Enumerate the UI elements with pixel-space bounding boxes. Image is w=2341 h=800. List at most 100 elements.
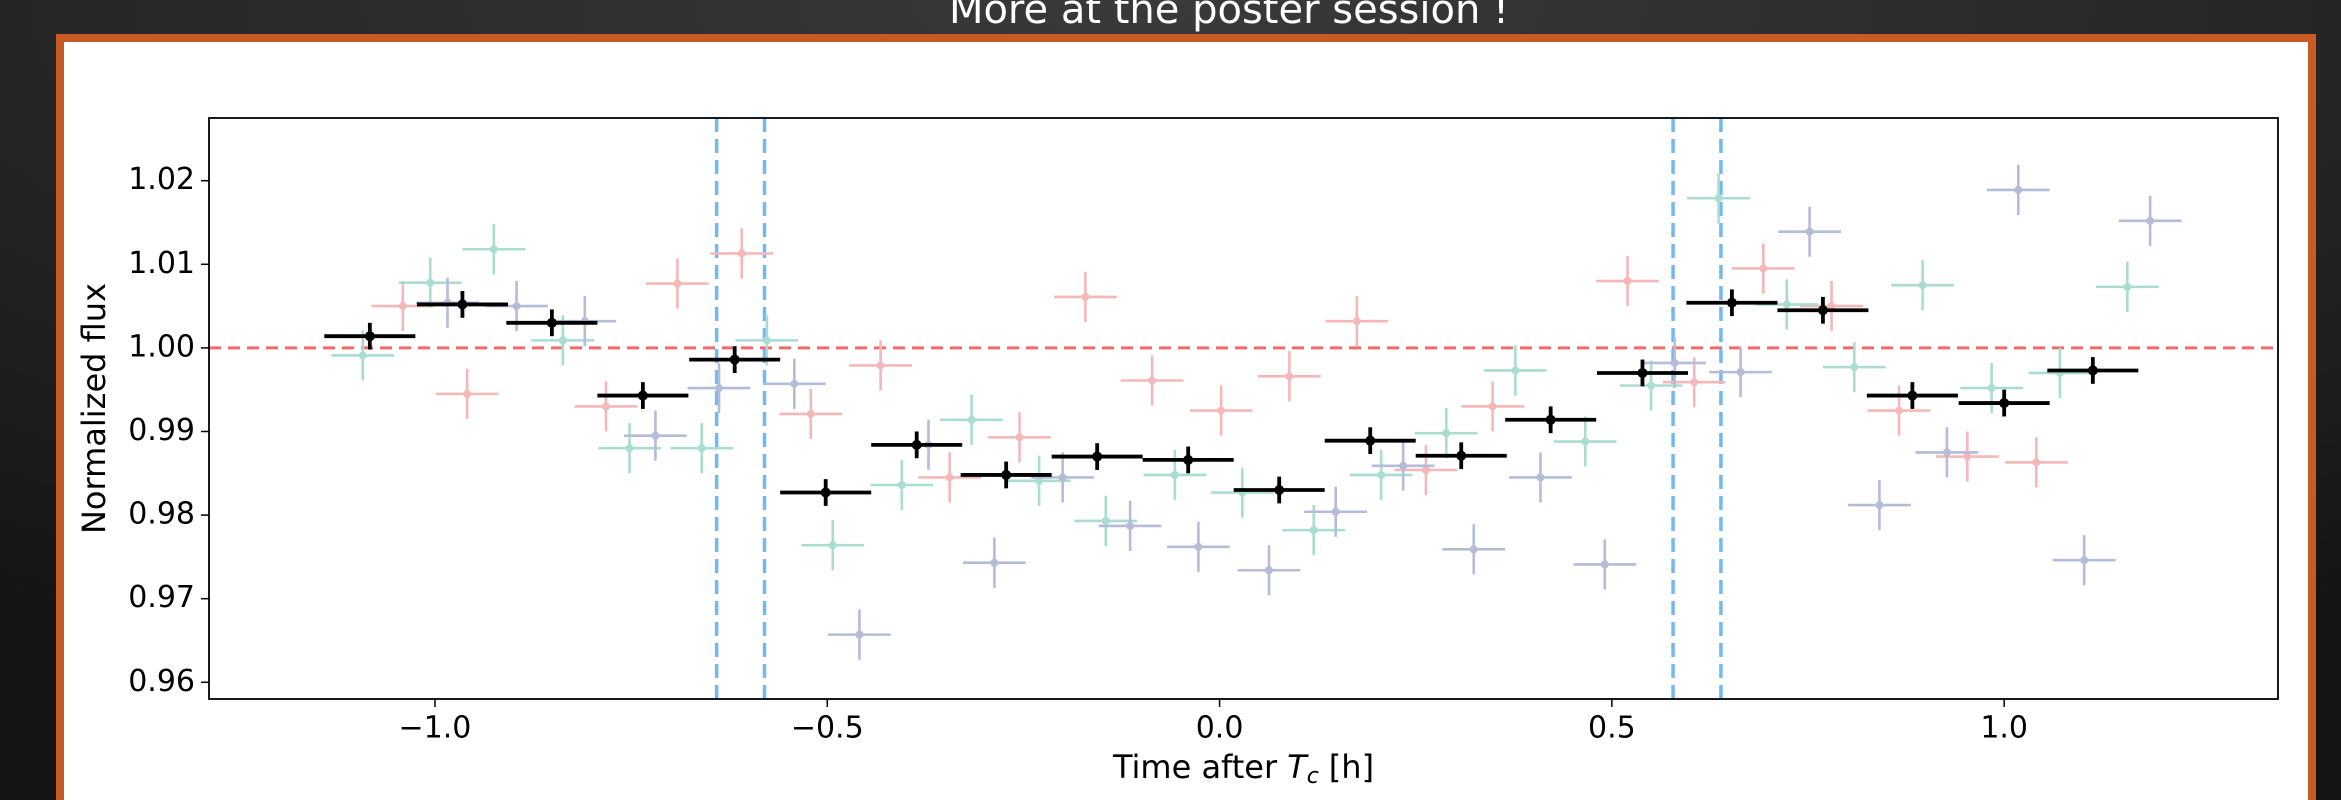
data-point (1331, 507, 1340, 516)
data-point (1469, 545, 1478, 554)
data-point (714, 384, 723, 393)
data-point (1285, 372, 1294, 381)
data-point (1536, 473, 1545, 482)
data-point (945, 473, 954, 482)
data-point (967, 415, 976, 424)
data-point (637, 390, 648, 401)
x-tick-label: −0.5 (791, 711, 864, 746)
data-point (489, 245, 498, 254)
data-point (1942, 448, 1951, 457)
data-point (1148, 376, 1157, 385)
data-point (897, 480, 906, 489)
data-point (1895, 406, 1904, 415)
data-point (398, 302, 407, 311)
data-point (1827, 302, 1836, 311)
data-point (911, 439, 922, 450)
data-point (1377, 470, 1386, 479)
data-point (1001, 469, 1012, 480)
data-point (1805, 227, 1814, 236)
data-point (1670, 358, 1679, 367)
data-point (651, 431, 660, 440)
data-point (1637, 367, 1648, 378)
x-tick-label: 0.0 (1196, 711, 1244, 746)
data-point (1647, 381, 1656, 390)
data-point (2146, 216, 2155, 225)
y-tick-label: 1.01 (128, 246, 195, 281)
data-point (1194, 542, 1203, 551)
x-axis-label-part: c (1307, 764, 1319, 789)
data-point (1035, 476, 1044, 485)
data-point (2087, 365, 2098, 376)
data-point (1309, 526, 1318, 535)
data-point (1918, 281, 1927, 290)
data-point (1999, 398, 2010, 409)
data-point (1782, 300, 1791, 309)
data-point (1987, 384, 1996, 393)
data-point (1217, 406, 1226, 415)
banner-text: More at the poster session ! (949, 0, 1509, 33)
data-point (1015, 433, 1024, 442)
data-point (512, 302, 521, 311)
data-point (1126, 521, 1135, 530)
y-tick-label: 0.99 (128, 413, 195, 448)
x-tick-label: 1.0 (1980, 711, 2028, 746)
y-tick-label: 0.96 (128, 664, 195, 699)
data-point (2123, 282, 2132, 291)
data-point (697, 444, 706, 453)
data-point (1714, 194, 1723, 203)
axes-frame (208, 117, 2279, 700)
data-point (1101, 516, 1110, 525)
data-point (1488, 402, 1497, 411)
y-tick-label: 0.98 (128, 497, 195, 532)
data-point (1581, 437, 1590, 446)
data-point (463, 389, 472, 398)
data-point (737, 249, 746, 258)
data-point (1736, 368, 1745, 377)
x-axis-label: Time after Tc [h] (1112, 748, 1374, 789)
data-point (1399, 461, 1408, 470)
data-point (1183, 454, 1194, 465)
data-point (625, 444, 634, 453)
data-point (364, 331, 375, 342)
data-point (1690, 378, 1699, 387)
y-axis-label: Normalized flux (75, 283, 113, 534)
data-point (426, 278, 435, 287)
data-point (876, 361, 885, 370)
data-point (1545, 414, 1556, 425)
data-point (1264, 566, 1273, 575)
data-point (1759, 264, 1768, 273)
data-point (1274, 485, 1285, 496)
data-point (790, 379, 799, 388)
data-point (1726, 297, 1737, 308)
data-point (457, 299, 468, 310)
data-point (1850, 363, 1859, 372)
data-point (602, 402, 611, 411)
data-point (1907, 390, 1918, 401)
plot: −1.0 −0.5 0.0 0.5 1.0 0.96 0.97 0.98 0.99 1.00 1.0… (75, 117, 2279, 789)
data-point (1365, 435, 1376, 446)
data-point (1817, 305, 1828, 316)
data-point (1963, 452, 1972, 461)
data-point (1170, 470, 1179, 479)
data-point (990, 558, 999, 567)
panel (56, 34, 2316, 800)
y-tick-label: 1.00 (128, 329, 195, 364)
x-axis-label-part: [h] (1329, 748, 1374, 786)
data-point (1623, 277, 1632, 286)
data-point (1081, 292, 1090, 301)
data-point (2032, 458, 2041, 467)
data-point (820, 487, 831, 498)
x-axis-label-part: T (1287, 748, 1309, 786)
data-point (762, 336, 771, 345)
data-point (358, 351, 367, 360)
data-point (1511, 366, 1520, 375)
data-point (673, 279, 682, 288)
data-point (1058, 473, 1067, 482)
x-axis-label-part: Time after (1112, 748, 1278, 786)
data-point (1352, 317, 1361, 326)
data-point (1875, 501, 1884, 510)
data-point (1600, 560, 1609, 569)
data-point (2080, 556, 2089, 565)
